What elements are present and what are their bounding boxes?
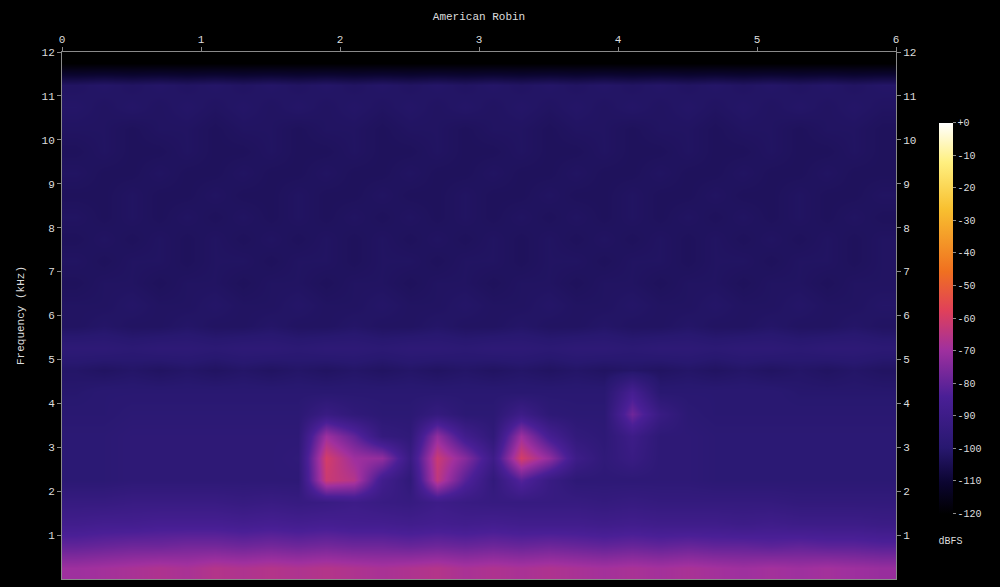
svg-text:6: 6 (893, 34, 900, 46)
svg-text:11: 11 (42, 91, 56, 103)
svg-text:8: 8 (903, 223, 910, 235)
svg-text:2: 2 (48, 486, 55, 498)
svg-text:5: 5 (48, 354, 55, 366)
svg-text:10: 10 (42, 135, 55, 147)
svg-text:9: 9 (903, 179, 910, 191)
svg-text:8: 8 (48, 223, 55, 235)
svg-text:2: 2 (337, 34, 344, 46)
svg-text:9: 9 (48, 179, 55, 191)
svg-text:7: 7 (903, 266, 910, 278)
svg-text:-50: -50 (958, 281, 976, 292)
svg-text:American Robin: American Robin (433, 11, 525, 23)
svg-text:3: 3 (476, 34, 483, 46)
svg-text:4: 4 (903, 398, 910, 410)
svg-text:10: 10 (903, 135, 916, 147)
svg-text:dBFS: dBFS (939, 536, 963, 547)
svg-text:-30: -30 (958, 216, 976, 227)
svg-text:6: 6 (48, 310, 55, 322)
svg-text:4: 4 (48, 398, 55, 410)
svg-text:-100: -100 (958, 444, 982, 455)
svg-text:-120: -120 (958, 509, 982, 520)
svg-text:1: 1 (903, 530, 910, 542)
svg-text:12: 12 (903, 47, 916, 59)
svg-text:-20: -20 (958, 183, 976, 194)
svg-text:-40: -40 (958, 248, 976, 259)
svg-text:-60: -60 (958, 314, 976, 325)
svg-text:0: 0 (59, 34, 66, 46)
svg-text:12: 12 (42, 47, 55, 59)
svg-text:-80: -80 (958, 379, 976, 390)
svg-text:-10: -10 (958, 151, 976, 162)
svg-text:6: 6 (903, 310, 910, 322)
svg-text:Frequency (kHz): Frequency (kHz) (15, 266, 27, 365)
svg-text:-90: -90 (958, 411, 976, 422)
svg-text:3: 3 (48, 442, 55, 454)
svg-text:-110: -110 (958, 476, 982, 487)
svg-text:1: 1 (48, 530, 55, 542)
svg-text:11: 11 (903, 91, 917, 103)
svg-text:3: 3 (903, 442, 910, 454)
svg-text:+0: +0 (958, 118, 970, 129)
svg-text:7: 7 (48, 266, 55, 278)
svg-text:4: 4 (615, 34, 622, 46)
svg-text:2: 2 (903, 486, 910, 498)
svg-text:5: 5 (903, 354, 910, 366)
svg-text:5: 5 (754, 34, 761, 46)
svg-text:1: 1 (198, 34, 205, 46)
svg-text:-70: -70 (958, 346, 976, 357)
